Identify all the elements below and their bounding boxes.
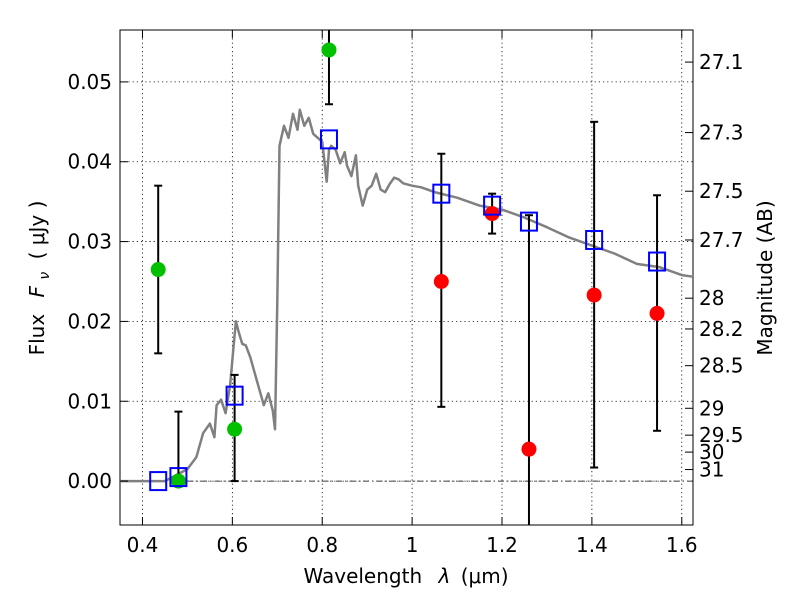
plot-frame [119,29,694,526]
model-photometry-box [319,129,338,150]
model-photometry-box [483,195,502,216]
mag-tick-label: 30 [699,440,724,464]
y-tick-label: 0.04 [67,150,112,174]
y-axis-label-subscript: ν [37,272,53,280]
x-tick-label: 1.6 [666,533,698,557]
tick-layer: 0.4 0.6 0.8 1 1.2 1.4 1.6 0.00 0.01 0.02 0.03 0.04 0… [67,30,744,557]
mag-tick-label: 27.3 [699,121,744,145]
mag-tick-label: 27.1 [699,50,744,74]
x-tick-label: 1.4 [576,533,608,557]
y-axis-label-text: Flux [25,314,49,356]
y2-axis-label: Magnitude (AB) [753,200,777,355]
x-tick-label: 0.8 [306,533,338,557]
errorbar-layer [154,30,662,525]
green-data-point [150,262,166,278]
y-tick-label: 0.00 [67,469,112,493]
red-data-point [484,206,500,222]
mag-tick-label: 28.5 [699,354,744,378]
x-tick-label: 1 [406,533,419,557]
x-tick-label: 0.6 [216,533,248,557]
red-data-point [433,273,449,289]
y-tick-label: 0.02 [67,309,112,333]
y-axis-label-symbol: F [25,285,49,297]
y-tick-label: 0.05 [67,70,112,94]
point-layer [150,42,665,489]
red-data-point [586,287,602,303]
grid [120,30,693,525]
template-layer [120,108,694,483]
mag-tick-label: 27.7 [699,228,744,252]
x-tick-label: 1.2 [486,533,518,557]
red-data-point [521,441,537,457]
y-tick-label: 0.03 [67,230,112,254]
x-axis-label-text: Wavelength [303,564,422,588]
mag-tick-label: 27.5 [699,179,744,203]
model-photometry-box [648,251,667,272]
mag-tick-label: 29 [699,396,724,420]
model-photometry-box [519,211,538,232]
model-photometry-box [169,467,188,488]
green-data-point [227,421,243,437]
mag-tick-label: 31 [699,458,724,482]
y-tick-label: 0.01 [67,389,112,413]
x-axis-label-symbol: λ [438,564,451,588]
x-axis-label: Wavelength λ (μm) [303,564,508,588]
x-tick-label: 0.4 [127,533,159,557]
red-data-point [649,305,665,321]
mag-tick-label: 29.5 [699,423,744,447]
y-axis-label: Flux F ν ( μJy ) [25,201,54,356]
model-box-layer [149,129,667,492]
mag-tick-label: 28 [699,286,724,310]
y-axis-label-unit: ( μJy ) [25,201,49,260]
model-photometry-box [149,471,168,492]
x-axis-label-unit: (μm) [461,564,509,588]
template-sed-line [120,108,694,483]
mag-tick-label: 28.2 [699,317,744,341]
green-data-point [170,473,186,489]
model-photometry-box [585,229,604,250]
model-photometry-box [432,183,451,204]
model-photometry-box [225,385,244,406]
green-data-point [321,42,337,58]
